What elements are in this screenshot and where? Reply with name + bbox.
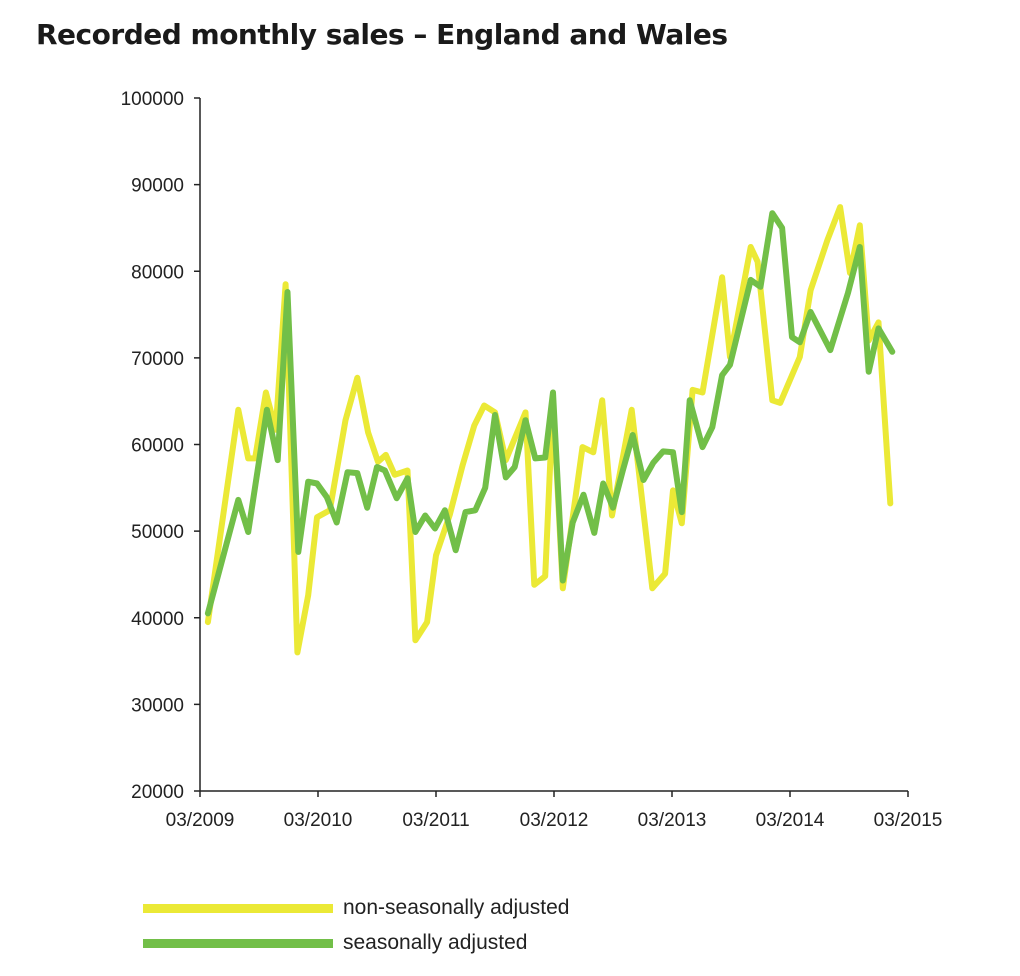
- chart-title: Recorded monthly sales – England and Wal…: [36, 18, 728, 51]
- x-tick-label: 03/2015: [874, 810, 943, 831]
- x-tick-label: 03/2010: [284, 810, 353, 831]
- legend-item-non-seasonally-adjusted: non-seasonally adjusted: [143, 896, 570, 920]
- legend-swatch-seasonally-adjusted: [143, 938, 333, 948]
- y-tick-label: 30000: [131, 695, 184, 716]
- x-tick-label: 03/2009: [166, 810, 235, 831]
- series-line-non-seasonally-adjusted: [204, 204, 894, 656]
- axes: [194, 97, 909, 797]
- y-tick-label: 60000: [131, 436, 184, 457]
- series-line-seasonally-adjusted: [204, 210, 896, 617]
- y-tick-label: 100000: [121, 89, 184, 110]
- series-lines: [204, 204, 896, 656]
- x-tick-label: 03/2013: [638, 810, 707, 831]
- y-tick-label: 50000: [131, 522, 184, 543]
- x-tick-label: 03/2012: [520, 810, 589, 831]
- legend-label: non-seasonally adjusted: [343, 896, 570, 919]
- y-tick-label: 90000: [131, 176, 184, 197]
- y-tick-label: 80000: [131, 262, 184, 283]
- legend-swatch-non-seasonally-adjusted: [143, 903, 333, 913]
- y-tick-label: 40000: [131, 609, 184, 630]
- x-tick-label: 03/2011: [402, 810, 469, 831]
- tick-labels: 20000 30000 40000 50000 60000 70000 80000 90000…: [121, 89, 943, 831]
- x-tick-label: 03/2014: [756, 810, 825, 831]
- y-tick-label: 20000: [131, 782, 184, 803]
- y-tick-label: 70000: [131, 349, 184, 370]
- legend-label: seasonally adjusted: [343, 931, 528, 954]
- legend-item-seasonally-adjusted: seasonally adjusted: [143, 931, 527, 955]
